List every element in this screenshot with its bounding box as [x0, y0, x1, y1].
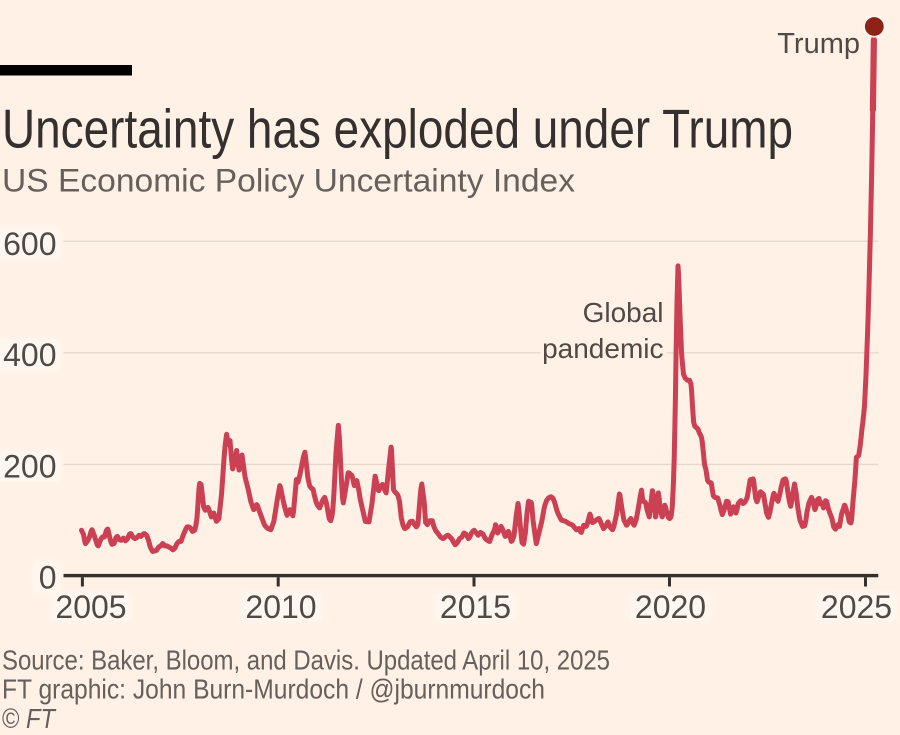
svg-text:pandemic: pandemic [542, 333, 663, 364]
svg-text:2020: 2020 [635, 589, 706, 625]
svg-text:0: 0 [39, 560, 57, 596]
svg-text:US Economic Policy Uncertainty: US Economic Policy Uncertainty Index [2, 163, 575, 199]
svg-text:600: 600 [3, 226, 56, 262]
svg-text:Uncertainty has exploded under: Uncertainty has exploded under Trump [2, 98, 793, 160]
svg-text:400: 400 [3, 337, 56, 373]
svg-text:Trump: Trump [777, 28, 860, 60]
svg-text:2025: 2025 [821, 589, 892, 625]
svg-text:© FT: © FT [2, 703, 57, 734]
svg-text:Source: Baker, Bloom, and Davi: Source: Baker, Bloom, and Davis. Updated… [2, 644, 610, 675]
svg-text:2005: 2005 [55, 589, 126, 625]
svg-text:200: 200 [3, 449, 56, 485]
svg-text:Global: Global [583, 297, 664, 328]
svg-text:2015: 2015 [440, 589, 511, 625]
svg-text:2010: 2010 [245, 589, 316, 625]
svg-text:FT graphic: John Burn-Murdoch: FT graphic: John Burn-Murdoch / @jburnmu… [2, 674, 545, 705]
